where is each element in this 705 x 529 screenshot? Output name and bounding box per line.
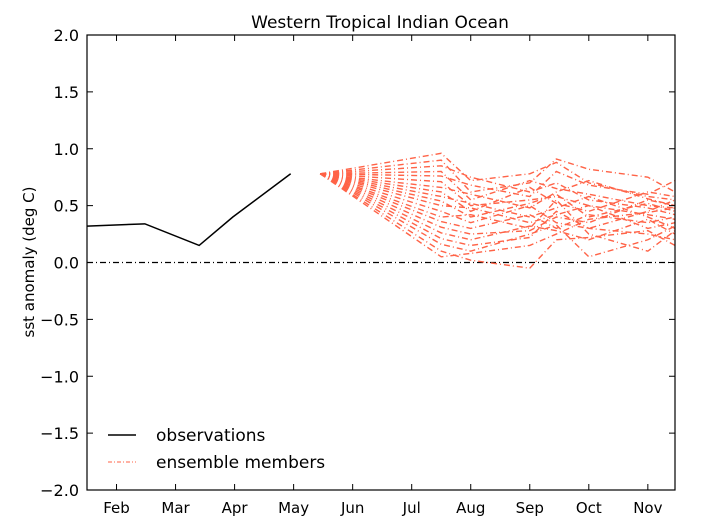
legend-ensemble-label: ensemble members: [156, 453, 325, 473]
series-group: [87, 152, 675, 269]
ensemble-member-line-19: [319, 173, 675, 269]
y-tick-label: 2.0: [54, 26, 79, 45]
x-tick-label: Nov: [633, 499, 662, 517]
x-tick-label: Jul: [402, 499, 421, 517]
y-tick-label: −0.5: [40, 310, 79, 329]
ensemble-member-line-7: [320, 173, 675, 209]
x-tick-label: Jun: [340, 499, 364, 517]
x-tick-label: Apr: [222, 499, 249, 517]
y-tick-label: −1.0: [40, 367, 79, 386]
y-tick-label: −1.5: [40, 424, 79, 443]
ensemble-member-line-20: [319, 173, 675, 258]
legend: observations ensemble members: [108, 426, 325, 473]
x-tick-label: Feb: [103, 499, 130, 517]
chart-title: Western Tropical Indian Ocean: [251, 13, 509, 33]
ensemble-member-line-1: [320, 152, 675, 201]
ensemble-member-line-11: [320, 173, 675, 230]
ensemble-member-line-14: [319, 173, 675, 230]
plot-area: 2.0 1.5 1.0 0.5 0.0 −0.5 −1.0 −1.5 −2.0 Feb Mar Apr…: [40, 26, 676, 517]
ensemble-member-line-18: [319, 173, 675, 258]
ensemble-member-line-4: [320, 170, 675, 209]
ensemble-member-line-17: [319, 173, 675, 247]
legend-observations-label: observations: [156, 426, 266, 446]
x-tick-label: Oct: [576, 499, 602, 517]
ensemble-member-line-5: [320, 170, 675, 198]
x-tick-label: Sep: [516, 499, 544, 517]
y-tick-label: 0.5: [54, 197, 79, 216]
x-tick-label: May: [278, 499, 309, 517]
x-tick-label: Mar: [161, 499, 190, 517]
y-tick-label: 1.0: [54, 140, 79, 159]
y-tick-label: 1.5: [54, 83, 79, 102]
ensemble-member-line-16: [319, 173, 675, 241]
ensemble-member-line-15: [319, 173, 675, 235]
ensemble-member-line-9: [320, 173, 675, 230]
x-tick-label: Aug: [456, 499, 485, 517]
y-tick-label: 0.0: [54, 254, 79, 273]
ensemble-member-line-2: [320, 158, 675, 193]
ensemble-member-line-13: [319, 173, 675, 252]
observations-line: [87, 173, 292, 247]
y-tick-label: −2.0: [40, 481, 79, 500]
ensemble-member-line-8: [320, 173, 675, 213]
y-axis-label: sst anomaly (deg C): [20, 187, 38, 338]
ensemble-member-line-3: [320, 165, 675, 216]
